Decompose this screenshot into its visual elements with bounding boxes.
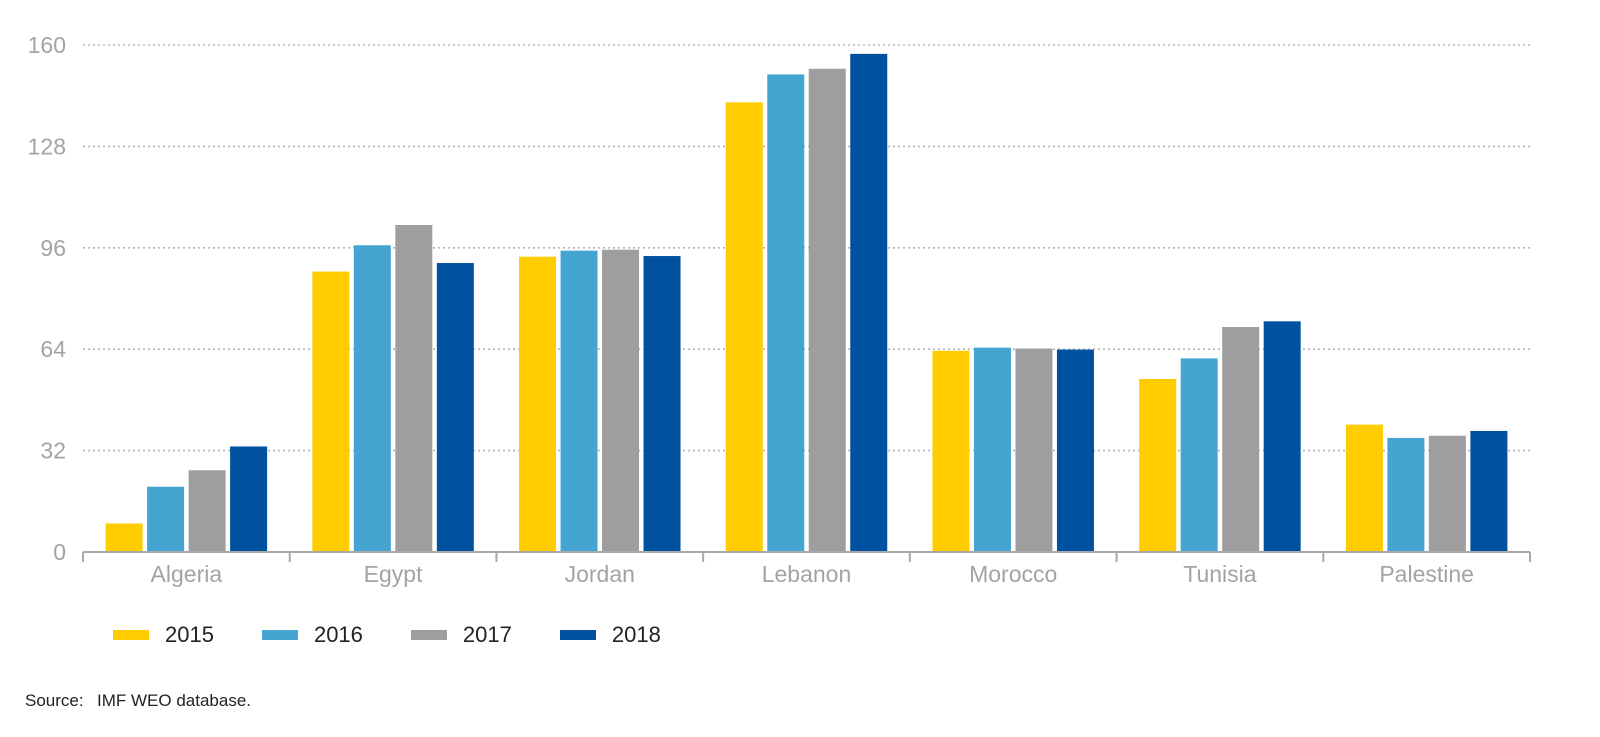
x-axis	[82, 551, 1531, 562]
category-label: Algeria	[151, 561, 223, 587]
bar-2018-egypt	[436, 263, 474, 552]
y-tick-label: 32	[40, 438, 66, 464]
category-label: Tunisia	[1183, 561, 1256, 587]
legend-swatch	[261, 630, 298, 640]
y-tick-labels: 0 32 64 96 128 160	[28, 32, 67, 565]
bar-2017-tunisia	[1222, 327, 1260, 552]
legend-swatch	[113, 630, 149, 640]
source-note: Source: IMF WEO database.	[25, 691, 251, 711]
bar-2018-jordan	[643, 256, 681, 552]
legend-swatch	[410, 630, 447, 640]
bar-2016-lebanon	[767, 74, 805, 553]
y-tick-label: 128	[28, 133, 66, 159]
bar-2018-algeria	[230, 446, 268, 552]
legend-item-2018: 2018	[559, 622, 661, 648]
legend: 2015 2016 2017 2018	[113, 622, 709, 648]
bar-2016-tunisia	[1180, 358, 1218, 552]
legend-item-2016: 2016	[261, 622, 363, 648]
y-tick-label: 96	[40, 235, 66, 261]
bar-2016-egypt	[353, 245, 391, 552]
bar-2017-jordan	[602, 249, 640, 553]
bar-2015-jordan	[519, 256, 557, 552]
y-tick-label: 64	[40, 336, 66, 362]
legend-item-2015: 2015	[113, 622, 214, 648]
bar-2018-lebanon	[850, 53, 888, 553]
bar-2016-palestine	[1387, 437, 1425, 552]
legend-item-2017: 2017	[410, 622, 512, 648]
category-label: Jordan	[565, 561, 635, 587]
bar-2017-palestine	[1428, 435, 1466, 552]
bar-2018-tunisia	[1263, 321, 1301, 552]
bars	[105, 53, 1508, 553]
bar-2018-morocco	[1056, 349, 1094, 552]
source-prefix: Source:	[25, 691, 84, 710]
category-label: Egypt	[364, 561, 423, 587]
legend-swatch	[559, 630, 596, 640]
bar-2015-lebanon	[725, 102, 763, 553]
category-label: Palestine	[1379, 561, 1474, 587]
gridlines	[83, 44, 1530, 452]
legend-label: 2015	[165, 622, 214, 647]
bar-2017-algeria	[188, 470, 226, 552]
source-text: IMF WEO database.	[97, 691, 251, 710]
bar-2016-jordan	[560, 250, 598, 553]
category-label: Morocco	[969, 561, 1057, 587]
bar-2017-lebanon	[808, 68, 846, 552]
bar-2018-palestine	[1470, 430, 1508, 552]
category-label: Lebanon	[762, 561, 852, 587]
bar-2015-algeria	[105, 523, 143, 552]
legend-label: 2016	[313, 622, 363, 647]
legend-label: 2017	[462, 622, 512, 647]
category-labels: Algeria Egypt Jordan Lebanon Morocco Tunisia P…	[151, 561, 1474, 587]
bar-2015-palestine	[1345, 424, 1383, 552]
y-tick-label: 160	[28, 32, 66, 58]
bar-2015-morocco	[932, 350, 970, 552]
bar-2016-algeria	[147, 486, 185, 552]
legend-label: 2018	[611, 622, 661, 647]
y-tick-label: 0	[53, 539, 66, 565]
bar-2015-egypt	[312, 271, 350, 552]
bar-2016-morocco	[973, 347, 1011, 552]
bar-2017-egypt	[395, 224, 433, 553]
bar-2015-tunisia	[1139, 378, 1177, 552]
bar-2017-morocco	[1015, 348, 1053, 552]
